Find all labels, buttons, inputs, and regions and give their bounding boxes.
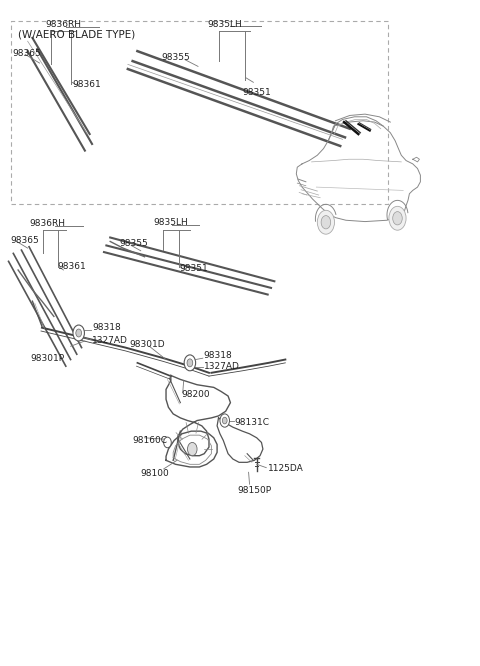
Text: 98100: 98100 [141, 469, 169, 478]
Text: 9835LH: 9835LH [207, 20, 242, 29]
Text: 1327AD: 1327AD [92, 336, 128, 345]
Text: 9836RH: 9836RH [46, 20, 82, 29]
Text: 98361: 98361 [72, 80, 101, 89]
Text: 98318: 98318 [92, 323, 121, 332]
Text: 9836RH: 9836RH [29, 219, 65, 228]
Circle shape [220, 414, 229, 427]
Circle shape [393, 212, 402, 225]
Text: 98301D: 98301D [129, 340, 165, 350]
Text: 98351: 98351 [242, 89, 271, 97]
Text: 98361: 98361 [58, 262, 86, 271]
Bar [11, 21, 388, 204]
Circle shape [317, 210, 335, 234]
Text: 98351: 98351 [180, 264, 209, 273]
Text: (W/AERO BLADE TYPE): (W/AERO BLADE TYPE) [18, 29, 135, 39]
Text: 98355: 98355 [120, 239, 148, 248]
Text: 98200: 98200 [182, 390, 210, 398]
Text: 98365: 98365 [12, 49, 41, 58]
Circle shape [73, 325, 84, 341]
Text: 9835LH: 9835LH [153, 218, 188, 227]
Text: 98355: 98355 [161, 53, 190, 62]
Text: 98301P: 98301P [30, 354, 64, 363]
Circle shape [164, 437, 171, 448]
Text: 98318: 98318 [204, 351, 232, 360]
Circle shape [188, 442, 197, 456]
Text: 98150P: 98150P [238, 486, 272, 496]
Text: 98131C: 98131C [234, 418, 269, 427]
Text: 98365: 98365 [10, 236, 39, 244]
Circle shape [187, 359, 193, 367]
Text: 1125DA: 1125DA [268, 464, 303, 474]
Circle shape [76, 329, 82, 337]
Circle shape [389, 206, 406, 230]
Circle shape [184, 355, 196, 371]
Text: 98160C: 98160C [132, 436, 168, 445]
Text: 1327AD: 1327AD [204, 362, 240, 371]
Circle shape [321, 216, 331, 229]
Circle shape [222, 417, 227, 424]
